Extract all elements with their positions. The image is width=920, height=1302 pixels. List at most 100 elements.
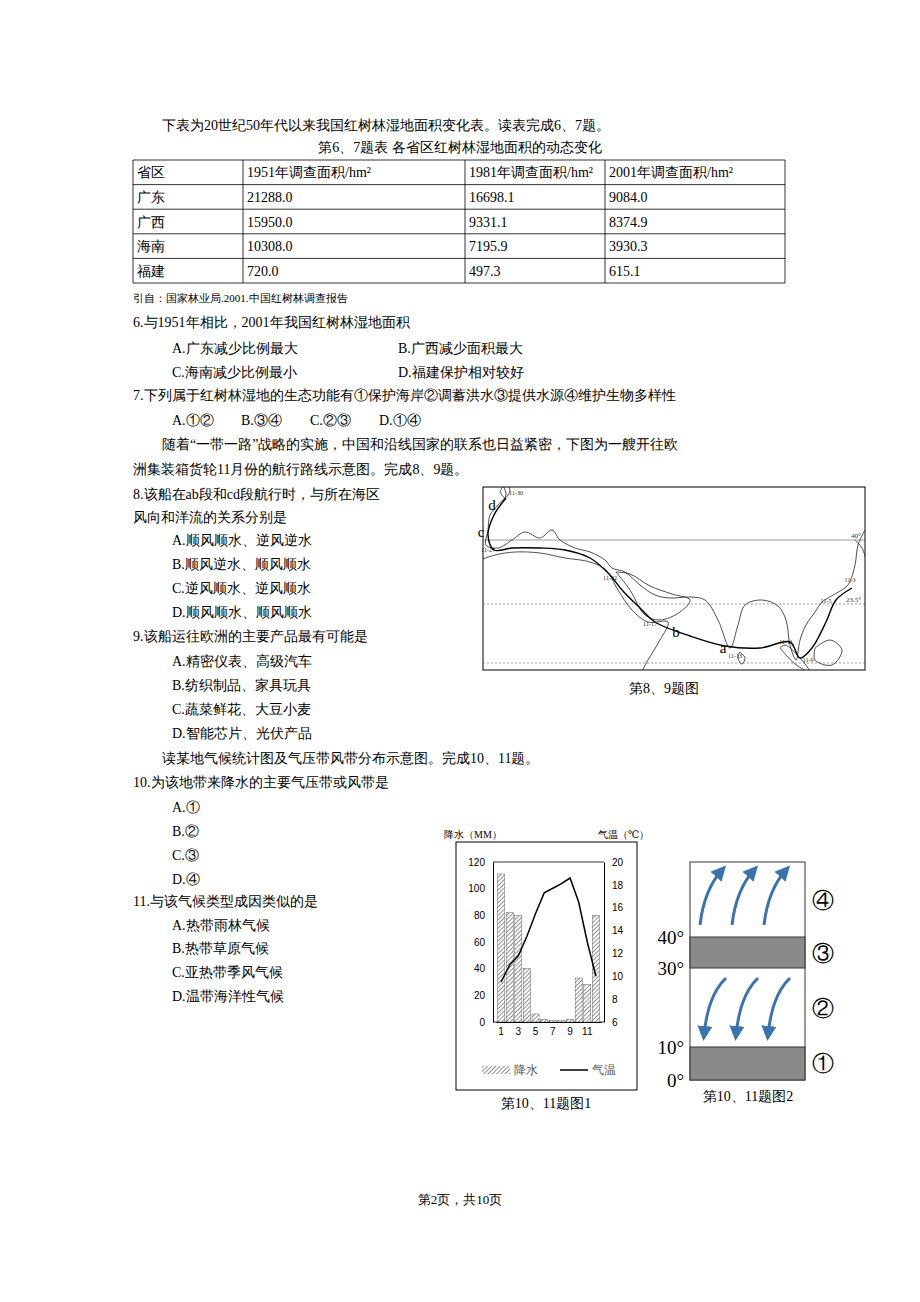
map-frame xyxy=(483,487,865,670)
plot-top xyxy=(493,862,604,863)
table-cell: 497.3 xyxy=(469,264,501,279)
coastline xyxy=(855,540,865,560)
table-cell: 615.1 xyxy=(609,264,641,279)
pressure-belt xyxy=(690,1047,805,1080)
question-option: D.①④ xyxy=(379,413,421,428)
x-axis-tick: 3 xyxy=(516,1022,522,1037)
date-label: 11-9 xyxy=(803,657,814,663)
figure-caption: 第8、9题图 xyxy=(629,681,699,696)
date-label: 11-13 xyxy=(728,653,742,659)
x-axis-tick: 7 xyxy=(550,1022,556,1037)
precip-bar xyxy=(498,874,505,1022)
table-rule xyxy=(465,160,466,283)
precip-bar xyxy=(541,1019,548,1022)
question-option: A.①② xyxy=(172,413,214,428)
latitude-label: 23.5° xyxy=(846,596,861,604)
table-cell: 7195.9 xyxy=(469,239,508,254)
table-header: 省区 xyxy=(137,165,165,180)
question-option: A.热带雨林气候 xyxy=(172,918,270,933)
y-axis-title: 降水（MM） xyxy=(444,829,502,840)
question-stem: 10.为该地带来降水的主要气压带或风带是 xyxy=(133,775,389,790)
latitude-label: 30° xyxy=(657,958,684,979)
chart-frame xyxy=(456,842,637,1090)
question-option: B.② xyxy=(172,824,199,839)
y-axis-tick-label: 120 xyxy=(468,857,485,868)
table-rule xyxy=(133,258,785,259)
date-label: 11-17 xyxy=(643,621,657,627)
precip-bar xyxy=(532,1014,539,1022)
question-option: D.温带海洋性气候 xyxy=(172,989,284,1004)
x-axis: 1357911 xyxy=(497,1022,602,1037)
page-footer: 第2页，共10页 xyxy=(418,1192,503,1207)
y-axis-tick: 100 xyxy=(468,883,493,894)
table: 省区1951年调查面积/hm²1981年调查面积/hm²2001年调查面积/hm… xyxy=(133,160,785,283)
belt-label: ④ xyxy=(812,888,834,913)
table-header: 2001年调查面积/hm² xyxy=(609,165,733,180)
table-header: 1951年调查面积/hm² xyxy=(247,165,371,180)
belt-label: ③ xyxy=(812,941,834,966)
table-source: 引自：国家林业局.2001.中国红树林调查报告 xyxy=(133,292,348,304)
question-option: C.蔬菜鲜花、大豆小麦 xyxy=(172,702,311,717)
question-option: B.热带草原气候 xyxy=(172,941,269,956)
route-point-label: d xyxy=(488,497,496,513)
question-option: C.逆风顺水、逆风顺水 xyxy=(172,581,311,596)
y2-axis-tick-label: 16 xyxy=(612,902,624,913)
route-point-label: a xyxy=(720,640,727,656)
x-axis-tick: 9 xyxy=(567,1022,573,1037)
table-cell: 16698.1 xyxy=(469,190,515,205)
date-label: 11-3 xyxy=(845,577,856,583)
table-rule xyxy=(785,160,786,283)
y2-axis-tick-label: 8 xyxy=(612,994,618,1005)
figure-caption: 第10、11题图1 xyxy=(501,1096,591,1111)
question-option: D.顺风顺水、顺风顺水 xyxy=(172,605,312,620)
figure-caption: 第10、11题图2 xyxy=(703,1089,793,1104)
latitude-label: 10° xyxy=(657,1037,684,1058)
y2-axis-tick: 8 xyxy=(604,994,618,1005)
question-option: C.亚热带季风气候 xyxy=(172,965,283,980)
latitude-label: 40° xyxy=(851,532,861,540)
latitude-line xyxy=(483,604,865,605)
y-axis-tick: 80 xyxy=(474,910,493,921)
x-axis-tick: 5 xyxy=(533,1022,539,1037)
question-option: D.智能芯片、光伏产品 xyxy=(172,726,312,741)
legend: 降水气温 xyxy=(482,1063,616,1077)
pressure-belt-diagram: 40°30°10°0°④③②① xyxy=(657,862,834,1091)
table-rule xyxy=(243,160,244,283)
date-label: 11-22 xyxy=(603,575,617,581)
table-cell: 10308.0 xyxy=(247,239,293,254)
precip-bar xyxy=(549,1021,556,1022)
y-axis-tick-label: 80 xyxy=(474,910,486,921)
question-option: B.顺风逆水、顺风顺水 xyxy=(172,557,311,572)
precip-bar xyxy=(567,1019,574,1022)
table-cell: 广东 xyxy=(137,190,165,205)
question-stem: 7.下列属于红树林湿地的生态功能有①保护海岸②调蓄洪水③提供水源④维护生物多样性 xyxy=(133,388,676,403)
table-cell: 15950.0 xyxy=(247,215,293,230)
date-label: 11-5 xyxy=(821,598,832,604)
question-option: A.顺风顺水、逆风逆水 xyxy=(172,533,312,548)
table-rule xyxy=(605,160,606,283)
table-rule xyxy=(133,209,785,210)
question-stem: 11.与该气候类型成因类似的是 xyxy=(133,894,318,909)
question-option: B.③④ xyxy=(241,413,282,428)
table-rule xyxy=(133,160,134,283)
coastline xyxy=(814,640,842,665)
table-cell: 21288.0 xyxy=(247,190,293,205)
y2-axis-tick: 12 xyxy=(604,948,624,959)
wind-arrow xyxy=(768,978,790,1035)
x-axis-tick-label: 9 xyxy=(567,1026,573,1037)
y2-axis-title: 气温（℃） xyxy=(598,829,649,840)
y2-axis-tick-label: 6 xyxy=(612,1017,618,1028)
x-axis-tick-label: 7 xyxy=(550,1026,556,1037)
intro: 读某地气候统计图及气压带风带分布示意图。完成10、11题。 xyxy=(162,751,539,766)
y-axis-tick: 40 xyxy=(474,963,493,974)
y2-axis-tick: 10 xyxy=(604,971,624,982)
y-axis-tick-label: 100 xyxy=(468,883,485,894)
wind-arrow xyxy=(732,870,754,925)
y2-axis-tick-label: 18 xyxy=(612,880,624,891)
route-point-label: c xyxy=(478,524,485,540)
table-caption: 第6、7题表 各省区红树林湿地面积的动态变化 xyxy=(318,140,602,155)
y2-axis-tick: 16 xyxy=(604,902,624,913)
y-axis-tick: 120 xyxy=(468,857,493,868)
question-option: B.纺织制品、家具玩具 xyxy=(172,678,311,693)
y2-axis-tick-label: 20 xyxy=(612,857,624,868)
